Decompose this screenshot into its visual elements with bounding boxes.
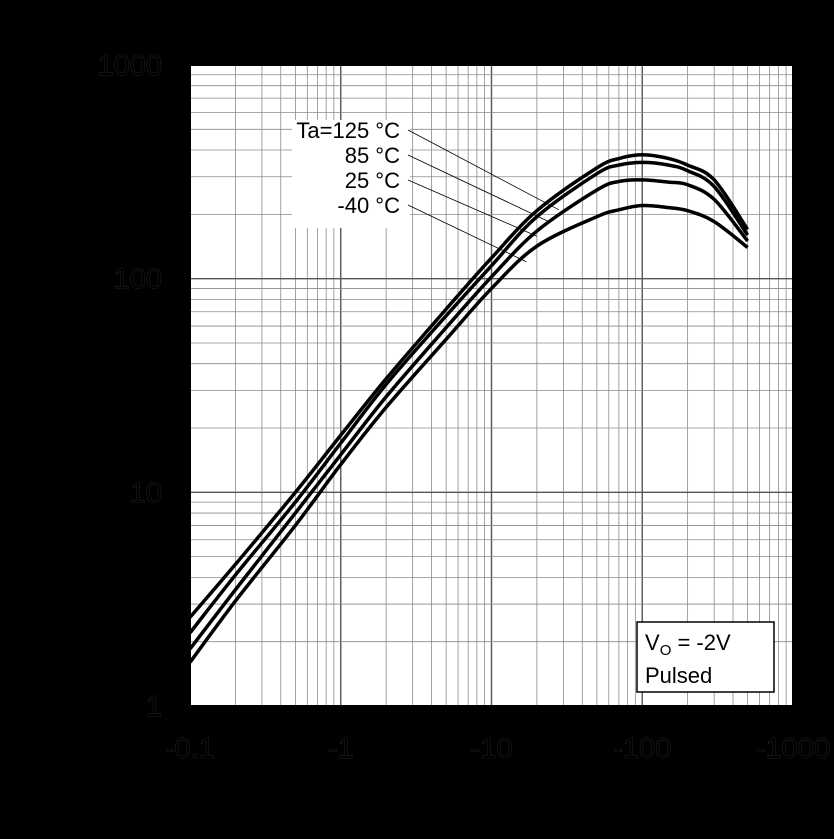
x-tick-label: -0.1: [165, 733, 215, 765]
legend-label-3: -40 °C: [337, 193, 400, 218]
tick-labels: -0.1 -1 -10 -100 -1000 1 10 100 1000: [97, 50, 830, 766]
y-tick-label: 1: [146, 691, 162, 723]
annotation-subscript: O: [660, 642, 672, 659]
legend-leader-2: [407, 179, 538, 237]
annotation-v: V: [645, 630, 660, 655]
legend-leader-1: [407, 154, 549, 222]
annotation-value: = -2V: [671, 630, 731, 655]
plot-frame: [189, 64, 794, 707]
series-line-3: [188, 203, 749, 664]
annotation-line-2: Pulsed: [645, 663, 712, 688]
legend-leader-0: [407, 129, 560, 211]
series-group: [188, 153, 750, 664]
series-line-2: [188, 178, 749, 650]
legend-label-2: 25 °C: [345, 168, 400, 193]
x-tick-label: -10: [471, 733, 513, 765]
annotation-box: VO = -2V Pulsed: [636, 621, 775, 693]
y-tick-label: 10: [130, 477, 162, 509]
y-tick-label: 1000: [97, 50, 162, 82]
legend-leader-3: [407, 204, 527, 263]
y-tick-label: 100: [114, 264, 162, 296]
x-tick-label: -1: [328, 733, 354, 765]
x-tick-label: -1000: [756, 733, 830, 765]
legend: Ta=125 °C85 °C25 °C-40 °C: [292, 118, 560, 263]
series-line-0: [188, 153, 750, 619]
annotation-line-1: VO = -2V: [645, 630, 731, 659]
legend-backdrop: [292, 120, 410, 228]
series-line-1: [188, 160, 750, 634]
legend-label-1: 85 °C: [345, 143, 400, 168]
annotation-frame: [636, 621, 775, 693]
legend-label-0: Ta=125 °C: [296, 118, 400, 143]
x-tick-label: -100: [613, 733, 671, 765]
